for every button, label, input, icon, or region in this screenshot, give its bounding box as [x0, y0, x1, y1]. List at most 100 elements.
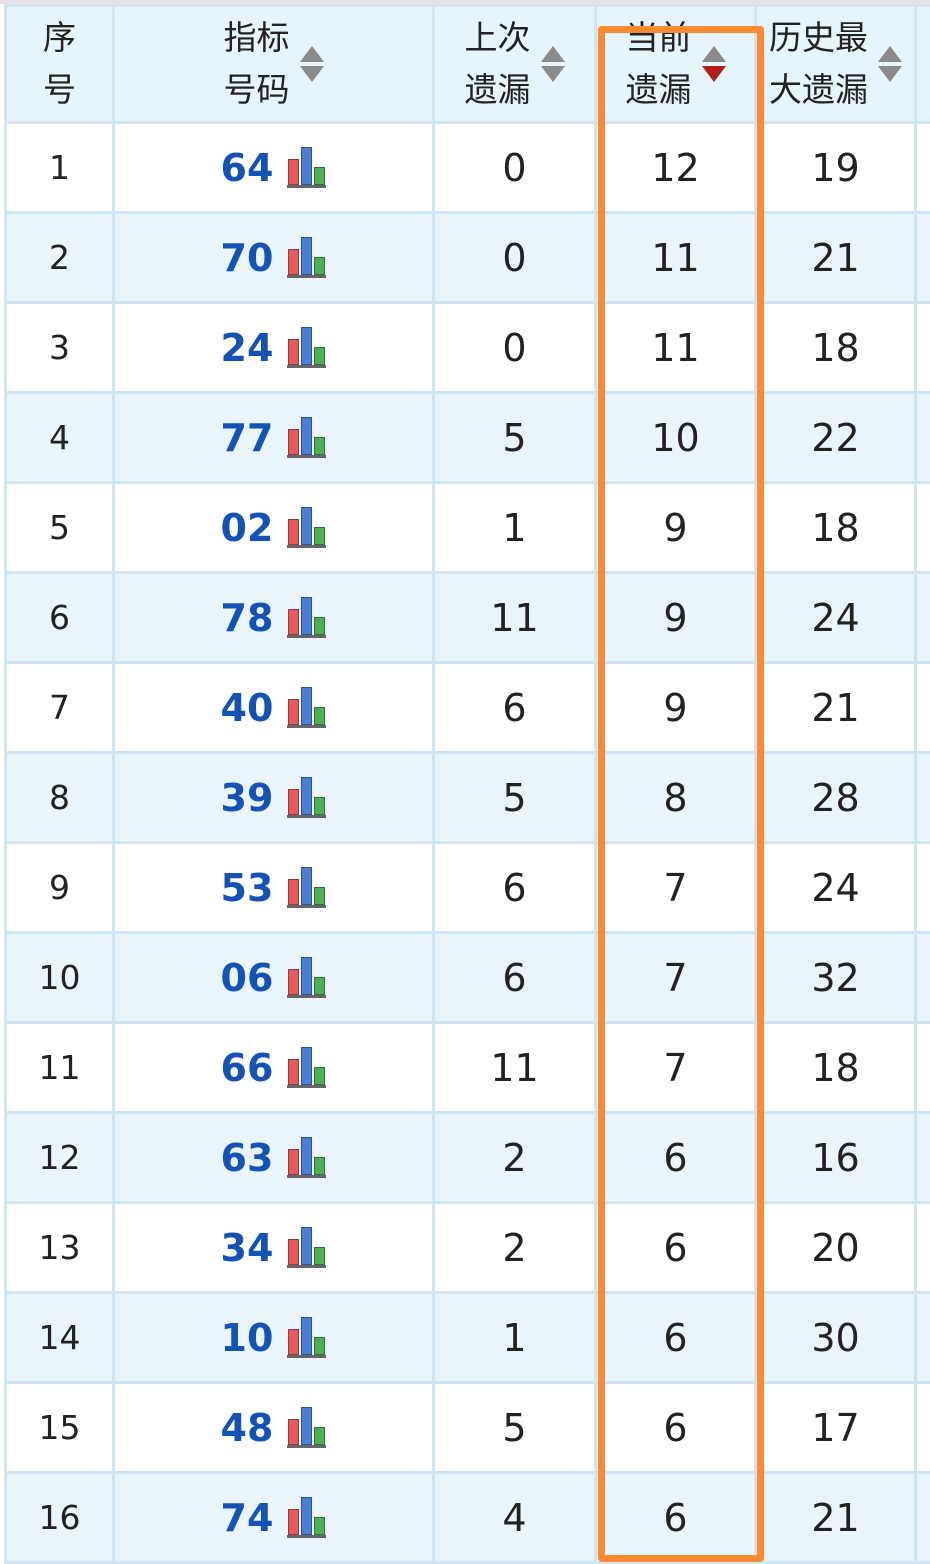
sort-up-icon: [701, 46, 726, 62]
row-current-miss: 6: [594, 1111, 757, 1204]
number-link[interactable]: 10: [220, 1315, 274, 1360]
row-last-miss: 1: [432, 481, 597, 574]
bar-chart-icon[interactable]: [287, 867, 327, 908]
omission-table: 序 号 指标 号码: [4, 4, 930, 1564]
header-number[interactable]: 指标 号码: [112, 4, 435, 124]
row-index: 4: [4, 391, 115, 484]
row-overflow-cell: [914, 301, 930, 394]
row-index: 5: [4, 481, 115, 574]
number-link[interactable]: 24: [220, 325, 274, 370]
bar-chart-icon[interactable]: [287, 597, 327, 638]
table-row: 10 06 6 7 32: [4, 931, 930, 1024]
sort-arrows-icon[interactable]: [540, 46, 565, 82]
row-number-cell: 78: [112, 571, 435, 664]
row-last-miss: 11: [432, 1021, 597, 1114]
header-max-miss-line1: 历史最: [769, 18, 868, 57]
row-index: 10: [4, 931, 115, 1024]
sort-up-icon: [878, 46, 902, 62]
table-row: 8 39 5 8 28: [4, 751, 930, 844]
row-last-miss: 5: [432, 391, 597, 484]
row-current-miss: 12: [594, 121, 757, 214]
number-link[interactable]: 40: [220, 685, 274, 730]
number-link[interactable]: 64: [220, 145, 274, 190]
header-current-miss[interactable]: 当前 遗漏: [594, 4, 757, 124]
row-max-miss: 24: [754, 571, 917, 664]
number-link[interactable]: 66: [220, 1045, 274, 1090]
number-link[interactable]: 74: [220, 1495, 274, 1540]
number-link[interactable]: 53: [220, 865, 274, 910]
header-last-miss[interactable]: 上次 遗漏: [432, 4, 597, 124]
sort-arrows-icon[interactable]: [878, 46, 902, 82]
row-max-miss: 17: [754, 1381, 917, 1474]
row-max-miss: 18: [754, 301, 917, 394]
row-index: 14: [4, 1291, 115, 1384]
header-current-miss-line2: 遗漏: [625, 70, 692, 109]
row-last-miss: 5: [432, 1381, 597, 1474]
bar-chart-icon[interactable]: [287, 507, 327, 548]
row-number-cell: 48: [112, 1381, 435, 1474]
bar-chart-icon[interactable]: [287, 1317, 327, 1358]
table-row: 14 10 1 6 30: [4, 1291, 930, 1384]
sort-arrows-icon[interactable]: [701, 46, 726, 82]
bar-chart-icon[interactable]: [287, 1497, 327, 1538]
bar-chart-icon[interactable]: [287, 1407, 327, 1448]
number-link[interactable]: 63: [220, 1135, 274, 1180]
row-overflow-cell: [914, 931, 930, 1024]
row-overflow-cell: [914, 211, 930, 304]
sort-arrows-icon[interactable]: [299, 46, 324, 82]
row-index: 8: [4, 751, 115, 844]
bar-chart-icon[interactable]: [287, 1227, 327, 1268]
row-index: 13: [4, 1201, 115, 1294]
row-number-cell: 63: [112, 1111, 435, 1204]
row-max-miss: 19: [754, 121, 917, 214]
header-last-miss-line1: 上次: [464, 18, 531, 57]
number-link[interactable]: 77: [220, 415, 274, 460]
row-index: 6: [4, 571, 115, 664]
number-link[interactable]: 06: [220, 955, 274, 1000]
bar-chart-icon[interactable]: [287, 687, 327, 728]
number-link[interactable]: 70: [220, 235, 274, 280]
bar-chart-icon[interactable]: [287, 1137, 327, 1178]
row-number-cell: 66: [112, 1021, 435, 1114]
number-link[interactable]: 39: [220, 775, 274, 820]
header-last-miss-line2: 遗漏: [464, 70, 531, 109]
row-number-cell: 06: [112, 931, 435, 1024]
row-current-miss: 6: [594, 1381, 757, 1474]
row-number-cell: 70: [112, 211, 435, 304]
header-max-miss[interactable]: 历史最 大遗漏: [754, 4, 917, 124]
row-overflow-cell: [914, 391, 930, 484]
row-current-miss: 7: [594, 1021, 757, 1114]
row-number-cell: 40: [112, 661, 435, 754]
row-current-miss: 11: [594, 301, 757, 394]
row-current-miss: 10: [594, 391, 757, 484]
row-last-miss: 4: [432, 1471, 597, 1564]
row-index: 11: [4, 1021, 115, 1114]
row-last-miss: 6: [432, 841, 597, 934]
bar-chart-icon[interactable]: [287, 957, 327, 998]
table-row: 11 66 11 7 18: [4, 1021, 930, 1114]
row-last-miss: 11: [432, 571, 597, 664]
number-link[interactable]: 02: [220, 505, 274, 550]
row-number-cell: 34: [112, 1201, 435, 1294]
top-divider: [0, 0, 930, 4]
sort-down-active-icon: [701, 66, 726, 82]
number-link[interactable]: 34: [220, 1225, 274, 1270]
row-last-miss: 1: [432, 1291, 597, 1384]
bar-chart-icon[interactable]: [287, 327, 327, 368]
row-number-cell: 39: [112, 751, 435, 844]
header-index-line1: 序: [43, 18, 76, 57]
bar-chart-icon[interactable]: [287, 147, 327, 188]
number-link[interactable]: 78: [220, 595, 274, 640]
row-current-miss: 8: [594, 751, 757, 844]
header-number-line1: 指标: [223, 18, 290, 57]
bar-chart-icon[interactable]: [287, 777, 327, 818]
number-link[interactable]: 48: [220, 1405, 274, 1450]
bar-chart-icon[interactable]: [287, 237, 327, 278]
bar-chart-icon[interactable]: [287, 417, 327, 458]
bar-chart-icon[interactable]: [287, 1047, 327, 1088]
row-overflow-cell: [914, 1291, 930, 1384]
header-row: 序 号 指标 号码: [4, 4, 930, 124]
row-last-miss: 0: [432, 211, 597, 304]
row-current-miss: 6: [594, 1471, 757, 1564]
